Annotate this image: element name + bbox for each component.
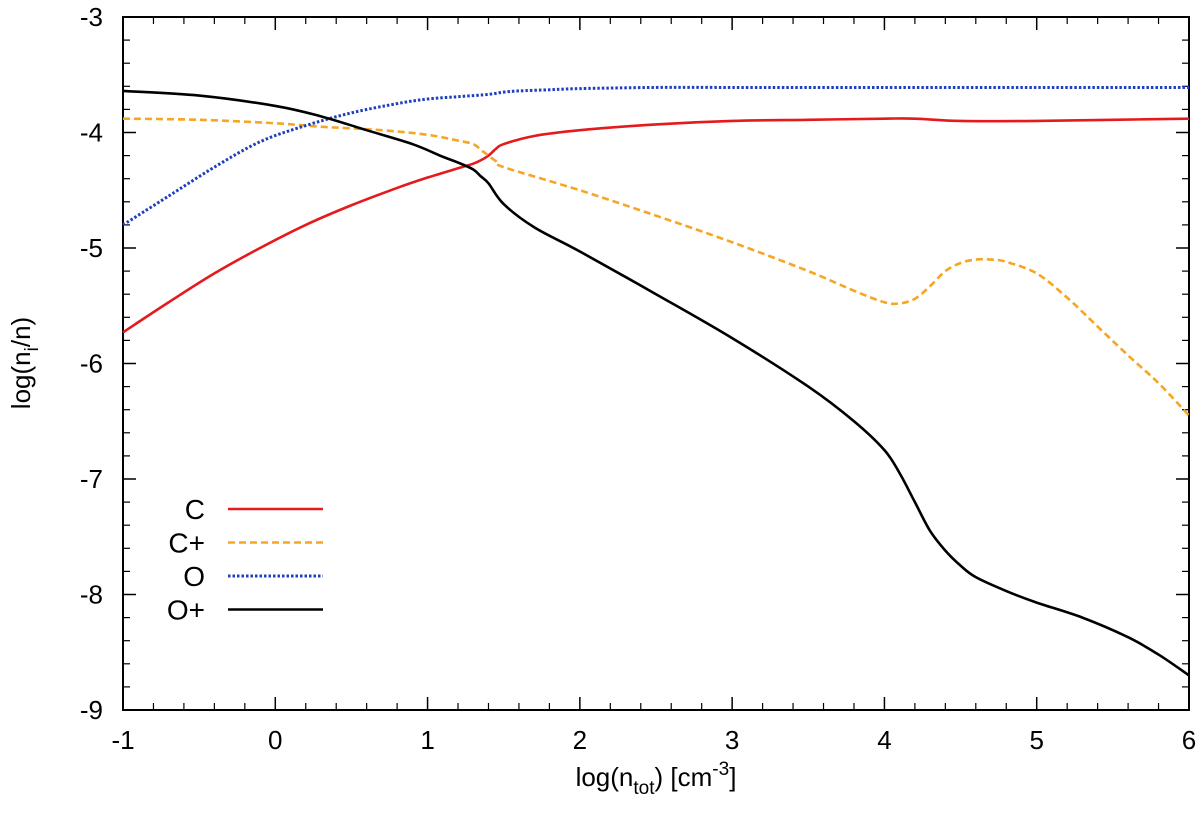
y-axis-label-end: /n) — [6, 317, 36, 347]
series-line-c-plus — [122, 117, 1190, 417]
series-line-o-plus — [122, 89, 1190, 677]
y-tick-label: -6 — [80, 349, 103, 379]
data-series — [122, 85, 1190, 677]
x-tick-label: 3 — [725, 725, 739, 755]
legend-label: O — [183, 561, 205, 592]
y-tick-label: -4 — [80, 118, 103, 148]
x-tick-label: 2 — [573, 725, 587, 755]
y-tick-label: -9 — [80, 695, 103, 725]
x-axis-label-main: log(n — [576, 762, 634, 792]
x-axis-label: log(ntot) [cm-3] — [576, 759, 737, 799]
y-axis-label: log(ni/n) — [6, 317, 43, 409]
y-axis-label-main: log(n — [6, 351, 36, 409]
x-tick-label: 5 — [1029, 725, 1043, 755]
series-line-c — [122, 117, 1190, 334]
x-tick-label: 0 — [268, 725, 282, 755]
y-tick-label: -7 — [80, 464, 103, 494]
legend-label: C — [185, 494, 205, 525]
tick-labels: -1 0 1 2 3 4 5 6 -3 -4 -5 -6 -7 -8 -9 — [80, 2, 1196, 755]
legend-label: O+ — [167, 595, 205, 626]
x-tick-label: 1 — [420, 725, 434, 755]
y-tick-label: -5 — [80, 233, 103, 263]
legend-label: C+ — [168, 528, 205, 559]
y-axis-label-sub: i — [22, 347, 43, 351]
x-tick-label: 6 — [1182, 725, 1196, 755]
series-line-o — [122, 85, 1189, 227]
x-tick-label: -1 — [111, 725, 134, 755]
x-tick-label: 4 — [877, 725, 891, 755]
x-axis-label-sub: tot — [633, 778, 655, 799]
x-axis-label-end: ] — [729, 762, 736, 792]
legend: CC+OO+ — [167, 494, 323, 626]
x-axis-label-sup: -3 — [712, 759, 729, 780]
y-tick-label: -3 — [80, 2, 103, 32]
x-axis-label-tail: ) [cm — [655, 762, 713, 792]
y-tick-label: -8 — [80, 580, 103, 610]
